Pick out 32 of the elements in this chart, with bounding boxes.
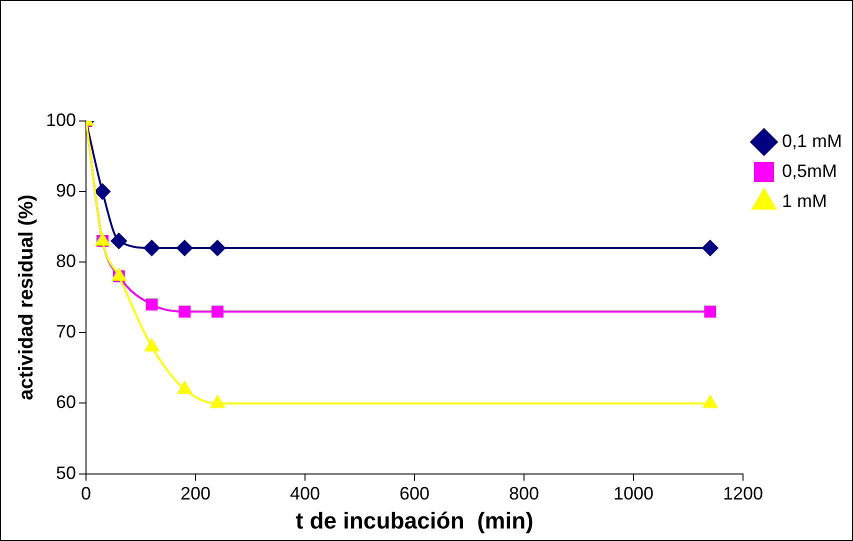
point	[210, 395, 224, 408]
x-tick-label: 400	[290, 484, 320, 504]
y-tick-label: 50	[56, 462, 76, 483]
point	[144, 240, 160, 256]
x-tick-label: 1200	[722, 484, 764, 504]
point	[110, 232, 127, 249]
x-tick-label: 0	[81, 484, 92, 504]
point	[178, 381, 192, 394]
point	[144, 338, 159, 352]
point	[702, 240, 718, 256]
y-tick-label: 90	[56, 180, 76, 201]
point	[703, 395, 718, 408]
point	[178, 306, 191, 318]
x-tick-label: 600	[399, 484, 430, 504]
point	[211, 306, 224, 318]
x-tick-label: 200	[180, 484, 211, 504]
point	[704, 306, 716, 318]
y-tick-label: 60	[56, 392, 76, 412]
x-tick-label: 1000	[613, 484, 654, 504]
point	[146, 298, 158, 310]
legend-label: 0,1 mM	[782, 130, 842, 151]
y-tick-label: 100	[46, 110, 76, 130]
legend-label: 1 mM	[782, 190, 827, 211]
x-axis-title: t de incubación (min)	[296, 508, 534, 534]
legend-label: 0,5mM	[782, 160, 838, 181]
point	[209, 240, 226, 256]
y-tick-label: 70	[56, 322, 76, 342]
y-axis-title: actividad residual (%)	[16, 194, 38, 400]
y-tick-label: 80	[56, 251, 76, 272]
point	[176, 240, 193, 256]
point	[94, 184, 110, 200]
x-tick-label: 800	[508, 484, 540, 504]
